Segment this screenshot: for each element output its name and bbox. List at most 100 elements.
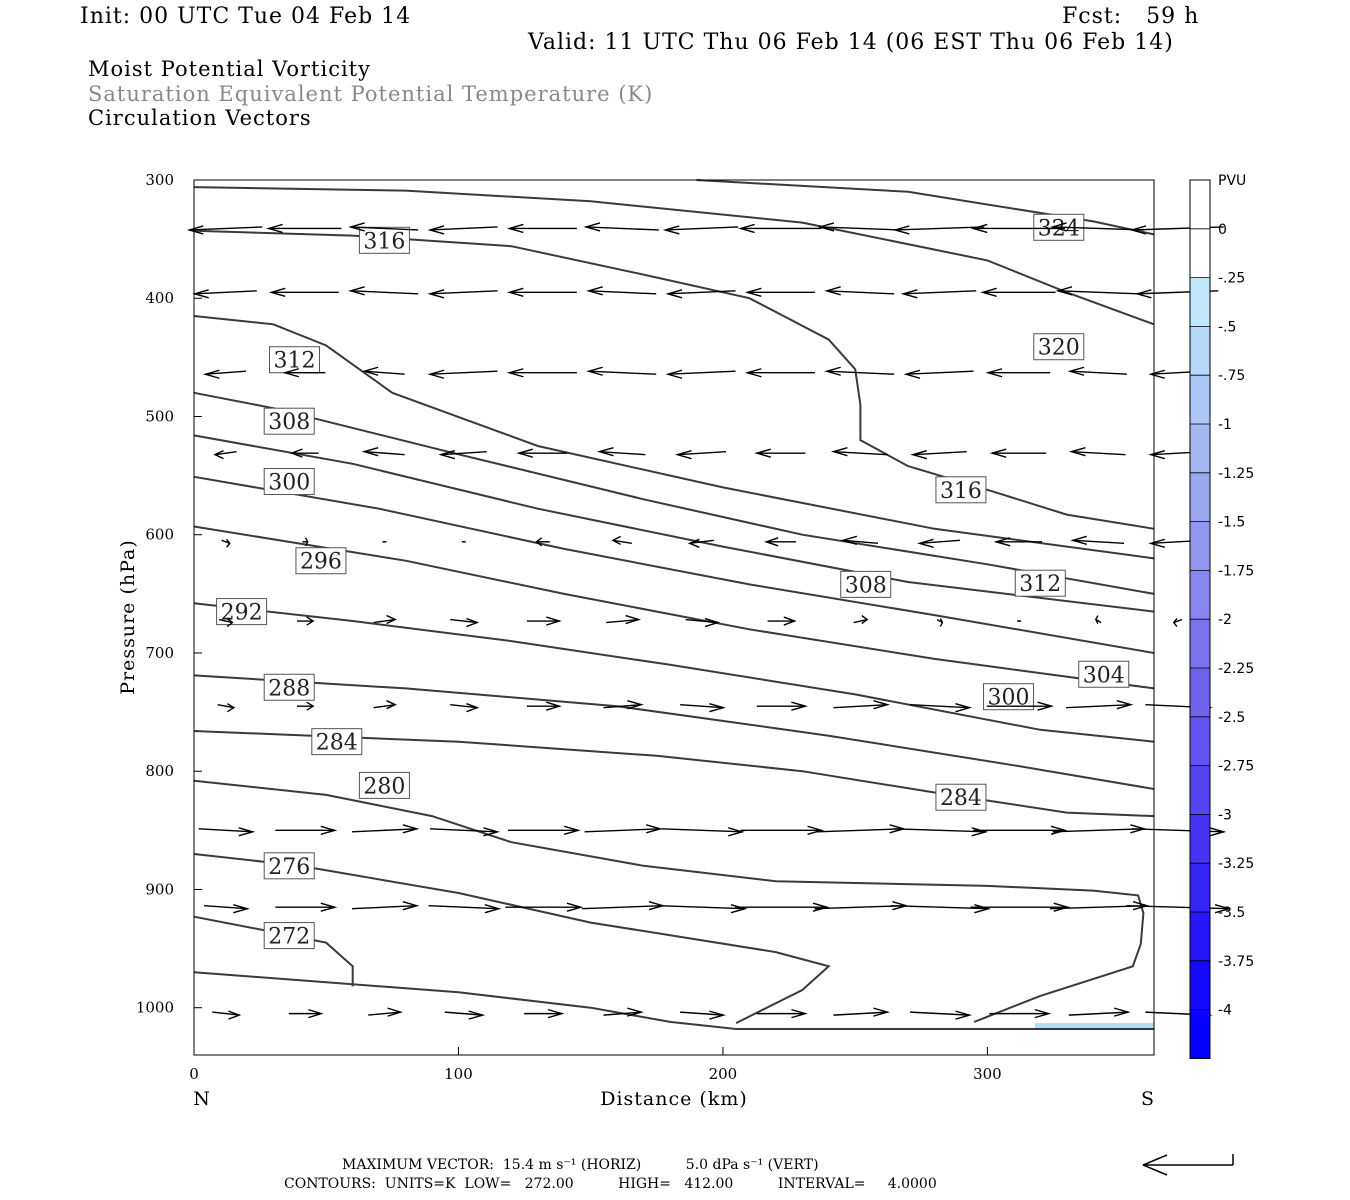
contour-276 — [193, 853, 831, 1024]
reference-vector-arrow — [1142, 1154, 1234, 1176]
contour-292 — [193, 602, 1155, 743]
circulation-vector — [296, 701, 315, 711]
circulation-vector — [891, 904, 991, 914]
circulation-vector — [830, 446, 888, 457]
circulation-vector — [198, 827, 256, 837]
x-tick-label: 200 — [709, 1065, 738, 1083]
circulation-vector — [583, 222, 659, 232]
circulation-vector — [505, 902, 584, 912]
circulation-vector — [427, 289, 498, 299]
colorbar-swatch — [1190, 521, 1210, 571]
svg-text:296: 296 — [300, 550, 342, 575]
contour-label-296: 296 — [295, 547, 347, 575]
circulation-vector — [506, 287, 577, 298]
circulation-vector — [266, 223, 342, 234]
pv-colorbar: PVU 0 -.25 -.5 -.75 -1 -1.25 -1.5 -1.75 -2 -2.25 -2… — [1189, 173, 1254, 1059]
circulation-vector — [221, 538, 231, 548]
theta-contours-layer: 2722762802842842882922963003003043083083… — [193, 179, 1155, 1030]
circulation-vector — [450, 703, 480, 713]
circulation-vector — [658, 904, 748, 914]
circulation-vector — [596, 446, 646, 457]
contour-label-320: 320 — [1033, 333, 1085, 361]
circulation-vector — [282, 368, 326, 378]
circulation-vector — [611, 535, 632, 545]
colorbar-label: -4 — [1218, 1003, 1232, 1019]
circulation-vector — [1172, 618, 1183, 627]
circulation-vector — [603, 700, 644, 710]
circulation-vector — [296, 616, 315, 626]
colorbar-label: -.5 — [1218, 319, 1236, 335]
svg-text:272: 272 — [268, 925, 310, 950]
circulation-vector — [986, 701, 1055, 711]
circulation-vector — [970, 902, 1071, 912]
contour-label-308: 308 — [840, 570, 892, 598]
circulation-vector — [892, 225, 985, 235]
colorbar-label: -2.75 — [1218, 759, 1254, 775]
y-tick-label: 600 — [145, 526, 174, 544]
colorbar-swatch — [1190, 472, 1210, 523]
circulation-vector — [680, 1010, 726, 1020]
circulation-vector — [936, 618, 944, 627]
circulation-vector — [275, 825, 338, 836]
colorbar-label: -.75 — [1218, 368, 1245, 384]
colorbar-swatch — [1190, 228, 1210, 279]
y-tick-label: 400 — [145, 289, 174, 307]
colorbar-swatch — [1190, 960, 1210, 1011]
svg-text:276: 276 — [268, 855, 310, 880]
circulation-vector — [361, 446, 405, 457]
svg-text:308: 308 — [268, 410, 310, 435]
circulation-vector — [348, 222, 419, 232]
circulation-vector — [603, 1007, 644, 1017]
circulation-vector — [680, 703, 726, 713]
y-tick-label: 1000 — [136, 999, 174, 1017]
colorbar-swatch — [1190, 180, 1210, 230]
circulation-vector — [738, 223, 822, 234]
contour-label-316: 316 — [935, 476, 987, 504]
contour-280 — [193, 971, 1154, 1030]
colorbar-swatch — [1190, 619, 1210, 669]
circulation-vector — [288, 1008, 324, 1019]
x-end-label-left: N — [193, 1088, 211, 1110]
circulation-vector — [900, 289, 977, 299]
svg-text:316: 316 — [363, 229, 405, 254]
colorbar-title: PVU — [1218, 173, 1246, 189]
circulation-vector — [740, 825, 825, 836]
circulation-vector — [893, 827, 989, 837]
colorbar-swatch — [1190, 716, 1210, 767]
circulation-vector — [192, 289, 257, 299]
contour-label-312: 312 — [1014, 569, 1066, 597]
pv-shaded-region — [1034, 1023, 1154, 1029]
contour-312 — [193, 315, 1155, 560]
svg-text:284: 284 — [940, 786, 982, 811]
circulation-vector — [674, 449, 727, 460]
circulation-vector — [268, 287, 339, 298]
circulation-vector — [833, 1007, 890, 1017]
circulation-vector — [348, 286, 419, 296]
circulation-vector — [1070, 535, 1125, 545]
circulation-vector — [586, 286, 657, 296]
circulation-vector — [1050, 222, 1145, 232]
contour-info: CONTOURS: UNITS=K LOW= 272.00 HIGH= 412.… — [284, 1176, 937, 1192]
colorbar-swatch — [1190, 912, 1210, 962]
circulation-vector — [217, 703, 236, 713]
x-axis-title: Distance (km) — [600, 1088, 748, 1110]
circulation-vector — [685, 617, 721, 628]
circulation-vector — [506, 223, 577, 234]
colorbar-label: -3.75 — [1218, 954, 1254, 970]
circulation-vector — [373, 700, 397, 710]
colorbar-swatch — [1190, 424, 1210, 474]
contour-label-284: 284 — [935, 783, 987, 811]
circulation-vector — [351, 901, 420, 911]
colorbar-label: -2.5 — [1218, 710, 1245, 726]
colorbar-label: -1.25 — [1218, 466, 1254, 482]
colorbar-swatch — [1190, 326, 1210, 376]
circulation-vector — [687, 538, 715, 548]
x-tick-label: 100 — [444, 1065, 473, 1083]
svg-text:316: 316 — [940, 479, 982, 504]
circulation-vector — [853, 614, 869, 625]
circulation-vector — [756, 701, 808, 711]
circulation-vector — [438, 449, 487, 460]
svg-text:284: 284 — [316, 731, 358, 756]
circulation-vector — [428, 904, 502, 914]
circulation-vector — [218, 617, 234, 628]
